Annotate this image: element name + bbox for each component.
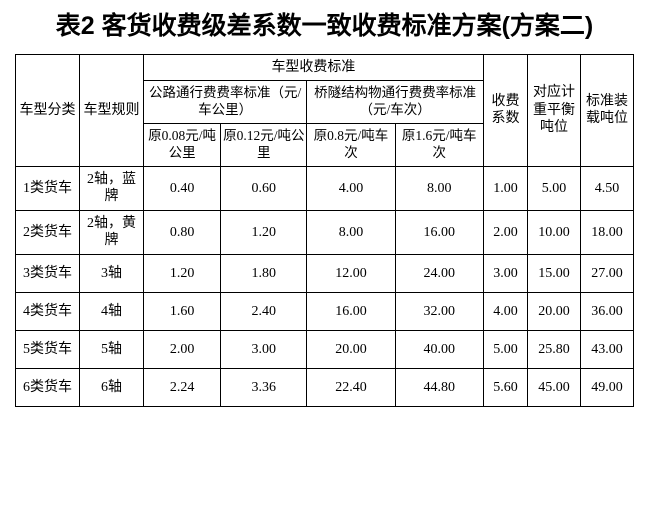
cell-s2: 1.20 [221,210,307,254]
cell-s4: 24.00 [395,254,483,292]
cell-std: 27.00 [581,254,634,292]
fee-standard-table: 车型分类 车型规则 车型收费标准 收费系数 对应计重平衡吨位 标准装载吨位 公路… [15,54,634,407]
cell-std: 18.00 [581,210,634,254]
table-body: 1类货车2轴，蓝牌0.400.604.008.001.005.004.502类货… [16,166,634,406]
table-row: 5类货车5轴2.003.0020.0040.005.0025.8043.00 [16,330,634,368]
header-sub4: 原1.6元/吨车次 [395,124,483,167]
cell-s4: 40.00 [395,330,483,368]
header-road-group: 公路通行费费率标准（元/车公里） [144,81,307,124]
cell-rule: 3轴 [80,254,144,292]
table-row: 2类货车2轴，黄牌0.801.208.0016.002.0010.0018.00 [16,210,634,254]
cell-rule: 4轴 [80,292,144,330]
cell-s3: 16.00 [307,292,395,330]
header-stdload: 标准装载吨位 [581,54,634,166]
cell-cat: 2类货车 [16,210,80,254]
cell-coef: 5.00 [483,330,527,368]
cell-cat: 6类货车 [16,368,80,406]
cell-coef: 3.00 [483,254,527,292]
cell-coef: 1.00 [483,166,527,210]
cell-s1: 2.24 [144,368,221,406]
cell-s3: 4.00 [307,166,395,210]
cell-rule: 5轴 [80,330,144,368]
cell-coef: 4.00 [483,292,527,330]
table-row: 3类货车3轴1.201.8012.0024.003.0015.0027.00 [16,254,634,292]
cell-cat: 5类货车 [16,330,80,368]
cell-s3: 12.00 [307,254,395,292]
cell-coef: 5.60 [483,368,527,406]
cell-s3: 8.00 [307,210,395,254]
cell-s2: 2.40 [221,292,307,330]
cell-bal: 10.00 [528,210,581,254]
cell-rule: 2轴，蓝牌 [80,166,144,210]
cell-cat: 4类货车 [16,292,80,330]
table-row: 4类货车4轴1.602.4016.0032.004.0020.0036.00 [16,292,634,330]
cell-bal: 5.00 [528,166,581,210]
header-bridge-group: 桥隧结构物通行费费率标准（元/车次） [307,81,484,124]
cell-std: 36.00 [581,292,634,330]
cell-s4: 8.00 [395,166,483,210]
cell-s1: 1.60 [144,292,221,330]
cell-bal: 20.00 [528,292,581,330]
cell-bal: 15.00 [528,254,581,292]
cell-s1: 0.40 [144,166,221,210]
table-title: 表2 客货收费级差系数一致收费标准方案(方案二) [15,10,634,44]
cell-s1: 2.00 [144,330,221,368]
header-coef: 收费系数 [483,54,527,166]
cell-s4: 44.80 [395,368,483,406]
table-header: 车型分类 车型规则 车型收费标准 收费系数 对应计重平衡吨位 标准装载吨位 公路… [16,54,634,166]
cell-s1: 0.80 [144,210,221,254]
table-row: 6类货车6轴2.243.3622.4044.805.6045.0049.00 [16,368,634,406]
cell-s3: 22.40 [307,368,395,406]
cell-bal: 25.80 [528,330,581,368]
table-row: 1类货车2轴，蓝牌0.400.604.008.001.005.004.50 [16,166,634,210]
header-sub3: 原0.8元/吨车次 [307,124,395,167]
cell-s2: 1.80 [221,254,307,292]
cell-s1: 1.20 [144,254,221,292]
cell-s2: 3.36 [221,368,307,406]
header-sub1: 原0.08元/吨公里 [144,124,221,167]
cell-s2: 3.00 [221,330,307,368]
cell-cat: 3类货车 [16,254,80,292]
cell-std: 49.00 [581,368,634,406]
header-category: 车型分类 [16,54,80,166]
cell-rule: 6轴 [80,368,144,406]
header-standard: 车型收费标准 [144,54,484,81]
cell-std: 43.00 [581,330,634,368]
cell-s2: 0.60 [221,166,307,210]
header-rule: 车型规则 [80,54,144,166]
cell-s4: 16.00 [395,210,483,254]
cell-std: 4.50 [581,166,634,210]
cell-rule: 2轴，黄牌 [80,210,144,254]
header-balance: 对应计重平衡吨位 [528,54,581,166]
cell-coef: 2.00 [483,210,527,254]
header-sub2: 原0.12元/吨公里 [221,124,307,167]
cell-s3: 20.00 [307,330,395,368]
cell-bal: 45.00 [528,368,581,406]
cell-s4: 32.00 [395,292,483,330]
cell-cat: 1类货车 [16,166,80,210]
